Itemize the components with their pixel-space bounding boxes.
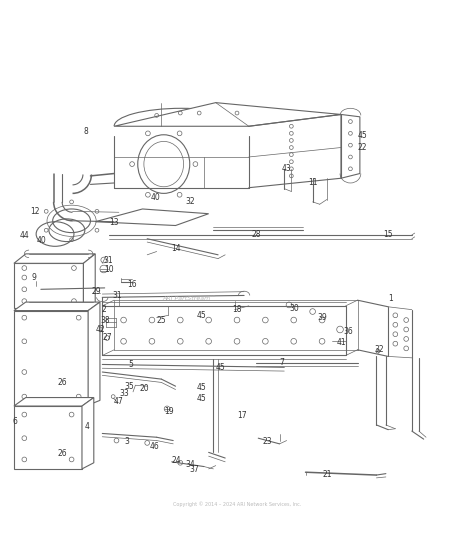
Polygon shape <box>95 209 209 225</box>
Text: 10: 10 <box>104 265 113 274</box>
Text: 33: 33 <box>120 389 129 398</box>
Text: 40: 40 <box>36 236 46 245</box>
Polygon shape <box>82 397 94 469</box>
Text: 28: 28 <box>251 230 261 239</box>
Text: 45: 45 <box>197 395 207 403</box>
Text: 39: 39 <box>318 313 327 322</box>
Text: 41: 41 <box>336 338 346 347</box>
Text: 22: 22 <box>357 143 367 152</box>
Text: Copyright © 2014 – 2024 ARI Network Services, Inc.: Copyright © 2014 – 2024 ARI Network Serv… <box>173 501 301 507</box>
Text: 25: 25 <box>156 316 166 325</box>
Text: 2: 2 <box>101 305 106 314</box>
Text: 40: 40 <box>151 193 161 201</box>
Text: 31: 31 <box>113 291 122 300</box>
Text: 23: 23 <box>263 437 273 446</box>
Polygon shape <box>14 254 95 263</box>
Text: 45: 45 <box>197 311 207 320</box>
Text: 24: 24 <box>172 456 182 465</box>
Polygon shape <box>14 397 94 406</box>
Text: 44: 44 <box>19 231 29 240</box>
Text: 3: 3 <box>125 437 129 446</box>
Text: 38: 38 <box>101 316 110 325</box>
Text: 8: 8 <box>83 128 88 137</box>
Text: 35: 35 <box>125 382 134 391</box>
Polygon shape <box>88 302 100 405</box>
Text: 15: 15 <box>383 230 393 239</box>
Text: 17: 17 <box>237 411 246 420</box>
Text: 18: 18 <box>232 305 242 314</box>
Polygon shape <box>341 114 360 178</box>
Text: 12: 12 <box>30 207 39 216</box>
Text: 47: 47 <box>113 397 123 406</box>
Text: 45: 45 <box>216 363 226 372</box>
Text: 6: 6 <box>12 417 18 426</box>
Text: 37: 37 <box>190 465 200 475</box>
Text: 4: 4 <box>85 422 90 431</box>
Text: 30: 30 <box>289 304 299 312</box>
Text: 42: 42 <box>95 325 105 334</box>
Text: 31: 31 <box>104 255 113 265</box>
Text: 26: 26 <box>57 378 67 387</box>
Text: ARI PartStream™: ARI PartStream™ <box>163 296 217 301</box>
Text: 13: 13 <box>109 218 119 226</box>
Text: 29: 29 <box>92 287 101 296</box>
Text: 16: 16 <box>128 280 137 289</box>
Text: 20: 20 <box>139 384 149 393</box>
Polygon shape <box>14 311 88 405</box>
Text: 21: 21 <box>322 470 332 479</box>
Text: 5: 5 <box>128 360 133 369</box>
Text: 32: 32 <box>185 198 195 206</box>
Polygon shape <box>14 302 100 311</box>
Text: 43: 43 <box>282 164 292 173</box>
Text: 27: 27 <box>102 334 112 342</box>
Polygon shape <box>83 254 95 308</box>
Polygon shape <box>114 103 341 127</box>
Text: 11: 11 <box>308 179 318 188</box>
Text: 45: 45 <box>357 131 367 140</box>
Polygon shape <box>14 406 82 469</box>
Text: 7: 7 <box>280 358 284 367</box>
Text: 45: 45 <box>197 382 207 392</box>
Text: 19: 19 <box>164 407 173 416</box>
Text: 9: 9 <box>31 273 36 282</box>
Text: 14: 14 <box>171 244 181 253</box>
Text: 32: 32 <box>374 345 383 354</box>
Text: 36: 36 <box>343 327 353 336</box>
Text: 1: 1 <box>388 294 393 303</box>
Text: 34: 34 <box>185 460 195 468</box>
Text: 46: 46 <box>150 442 159 451</box>
Polygon shape <box>14 263 83 308</box>
Text: 26: 26 <box>57 449 67 458</box>
